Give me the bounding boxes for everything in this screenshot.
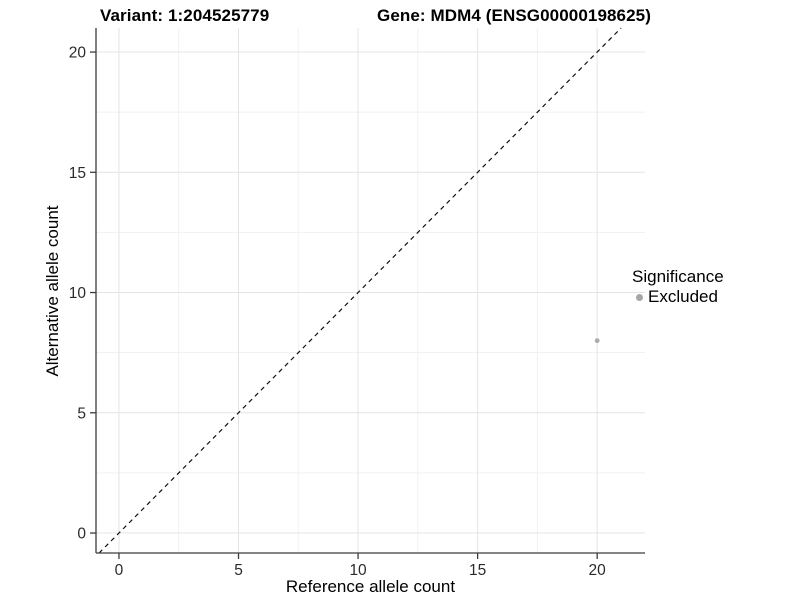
identity-dashed-line <box>98 27 622 554</box>
excluded-point-icon <box>636 293 643 301</box>
x-axis-title: Reference allele count <box>285 577 456 596</box>
gene-title: Gene: MDM4 (ENSG00000198625) <box>377 6 651 25</box>
y-tick-label: 20 <box>69 45 87 62</box>
x-tick-label: 20 <box>589 562 607 579</box>
y-tick-label: 15 <box>69 165 86 182</box>
x-tick-label: 15 <box>469 562 486 579</box>
legend-item: Excluded <box>632 288 724 306</box>
y-tick-label: 5 <box>77 405 86 422</box>
y-tick-label: 0 <box>77 526 86 543</box>
x-tick-label: 0 <box>115 562 124 579</box>
y-axis-title: Alternative allele count <box>43 205 62 377</box>
x-tick-label: 10 <box>349 562 367 579</box>
legend: Significance Excluded <box>632 267 724 306</box>
variant-title: Variant: 1:204525779 <box>100 6 270 25</box>
legend-item-label: Excluded <box>648 287 718 306</box>
x-tick-label: 5 <box>234 562 243 579</box>
data-point <box>594 338 600 344</box>
legend-title: Significance <box>632 267 724 286</box>
y-tick-label: 10 <box>69 285 87 302</box>
